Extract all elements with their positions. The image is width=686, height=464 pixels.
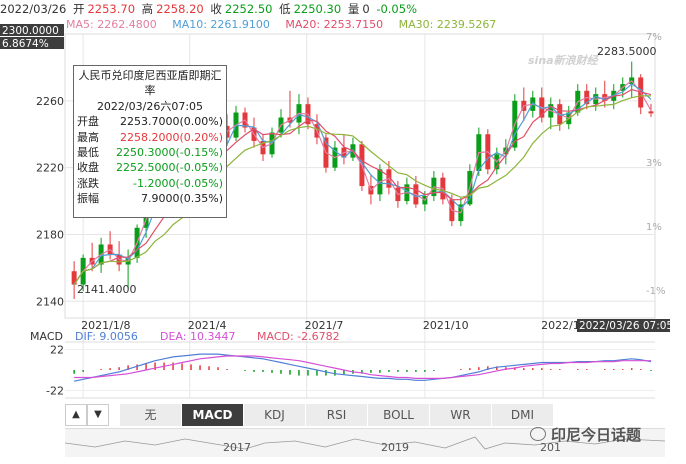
macd-tick-label: -22 (46, 385, 64, 398)
tab-kdj[interactable]: KDJ (243, 404, 305, 426)
open-value: 2253.70 (87, 2, 136, 16)
header-date: 2022/03/26 (0, 2, 67, 16)
tab-无[interactable]: 无 (119, 404, 181, 426)
tab-rsi[interactable]: RSI (305, 404, 367, 426)
x-tick-label: 2021/7 (305, 319, 344, 332)
ma30-legend: MA30: 2239.5267 (398, 18, 497, 31)
x-tick-label: 2022/1 (541, 319, 580, 332)
ma30-line (73, 95, 652, 285)
macd-tick-label: 22 (50, 343, 64, 356)
nav-label-201: 201 (540, 441, 561, 454)
tooltip-row-label: 振幅 (77, 192, 99, 206)
tooltip-row: 最高 2258.2000(0.20%) (77, 130, 223, 145)
top-pct-label: 6.8674% (2, 38, 49, 50)
tooltip-row-label: 涨跌 (77, 176, 99, 190)
ma20-legend: MA20: 2253.7150 (285, 18, 384, 31)
ma10-legend: MA10: 2261.9100 (172, 18, 270, 31)
dif-line (73, 353, 652, 382)
tab-dmi[interactable]: DMI (491, 404, 553, 426)
tooltip-row-value: -1.2000(-0.05%) (133, 176, 223, 190)
x-tick-label: 2021/1/8 (81, 319, 130, 332)
tooltip-row-label: 开盘 (77, 115, 99, 129)
tooltip-row-value: 2253.7000(0.00%) (119, 115, 223, 129)
wechat-icon (530, 427, 546, 441)
right-pct-label: 7% (646, 32, 662, 43)
right-arrow-icon[interactable]: ▼ (87, 404, 109, 426)
watermark: 印尼今日话题 (530, 424, 641, 446)
tooltip-row-value: 2252.5000(-0.05%) (116, 161, 223, 175)
macd-dif-legend: DIF: 9.0056 (75, 330, 138, 343)
right-pct-label: -1% (646, 286, 665, 297)
sina-watermark: sina新浪财经 (528, 54, 598, 67)
macd-dea-legend: DEA: 10.3447 (160, 330, 235, 343)
x-tick-label: 2021/4 (188, 319, 227, 332)
candle-body (71, 271, 77, 285)
tooltip-datetime: 2022/03/26六07:05 (96, 99, 204, 113)
tooltip-title: 人民币兑印度尼西亚盾即期汇率 (78, 69, 222, 98)
volume-value: 0 (362, 2, 370, 16)
tooltip-row-value: 2258.2000(0.20%) (119, 130, 223, 144)
ma5-legend: MA5: 2262.4800 (66, 18, 157, 31)
close-value: 2252.50 (224, 2, 273, 16)
x-tick-label: 2021/10 (423, 319, 469, 332)
tooltip-row-label: 收盘 (77, 161, 99, 175)
macd-value-legend: MACD: -2.6782 (257, 330, 340, 343)
macd-name: MACD (30, 330, 63, 343)
max-label: 2283.5000 (597, 45, 657, 58)
y-tick-label: 2180 (36, 228, 64, 241)
cursor-date-label: 2022/03/26 07:05 (579, 320, 673, 332)
tooltip-row-label: 最低 (77, 146, 99, 160)
y-tick-label: 2220 (36, 162, 64, 175)
volume-label: 量 (347, 2, 360, 16)
change-pct: -0.05% (376, 2, 417, 16)
close-label: 收 (210, 2, 222, 16)
open-label: 开 (72, 2, 85, 16)
tooltip-row-label: 最高 (77, 130, 99, 144)
cursor-date-box (577, 319, 670, 332)
tooltip-row: 振幅 7.9000(0.35%) (77, 191, 223, 206)
time-navigator[interactable]: 2017 2019 201 (65, 428, 665, 457)
tooltip-row-value: 2250.3000(-0.15%) (116, 146, 223, 160)
tab-wr[interactable]: WR (429, 404, 491, 426)
candle-body (648, 111, 654, 114)
tooltip-row: 最低 2250.3000(-0.15%) (77, 145, 223, 160)
indicator-tabs: ▲ ▼ 无 MACD KDJ RSI BOLL WR DMI (65, 404, 553, 426)
ohlc-tooltip: 人民币兑印度尼西亚盾即期汇率 2022/03/26六07:05 开盘 2253.7… (73, 65, 227, 218)
macd-panel (65, 341, 655, 399)
nav-label-2017: 2017 (223, 441, 251, 454)
left-arrow-icon[interactable]: ▲ (65, 404, 87, 426)
tab-boll[interactable]: BOLL (367, 404, 429, 426)
dea-line (74, 355, 651, 379)
navigator-sparkline (65, 436, 665, 450)
y-tick-label: 2140 (36, 295, 64, 308)
high-value: 2258.20 (156, 2, 204, 16)
low-label: 低 (279, 2, 291, 16)
tooltip-row: 涨跌 -1.2000(-0.05%) (77, 176, 223, 191)
right-pct-label: 3% (646, 158, 662, 169)
plot-frame (64, 33, 656, 319)
top-value-box (0, 24, 64, 36)
high-label: 高 (141, 2, 154, 16)
top-value-label: 2300.0000 (2, 25, 59, 37)
right-pct-label: 1% (646, 222, 662, 233)
y-tick-label: 2260 (36, 95, 64, 108)
top-pct-box (0, 37, 64, 49)
tab-macd[interactable]: MACD (181, 404, 243, 426)
tooltip-row: 收盘 2252.5000(-0.05%) (77, 160, 223, 175)
ma-legend: MA5: 2262.4800 MA10: 2261.9100 MA20: 225… (66, 18, 508, 32)
watermark-text: 印尼今日话题 (551, 426, 642, 444)
tooltip-row-value: 7.9000(0.35%) (140, 192, 223, 206)
tooltip-row: 开盘 2253.7000(0.00%) (77, 114, 223, 129)
nav-label-2019: 2019 (381, 441, 409, 454)
low-value: 2250.30 (293, 2, 342, 16)
min-label: 2141.4000 (77, 283, 137, 296)
